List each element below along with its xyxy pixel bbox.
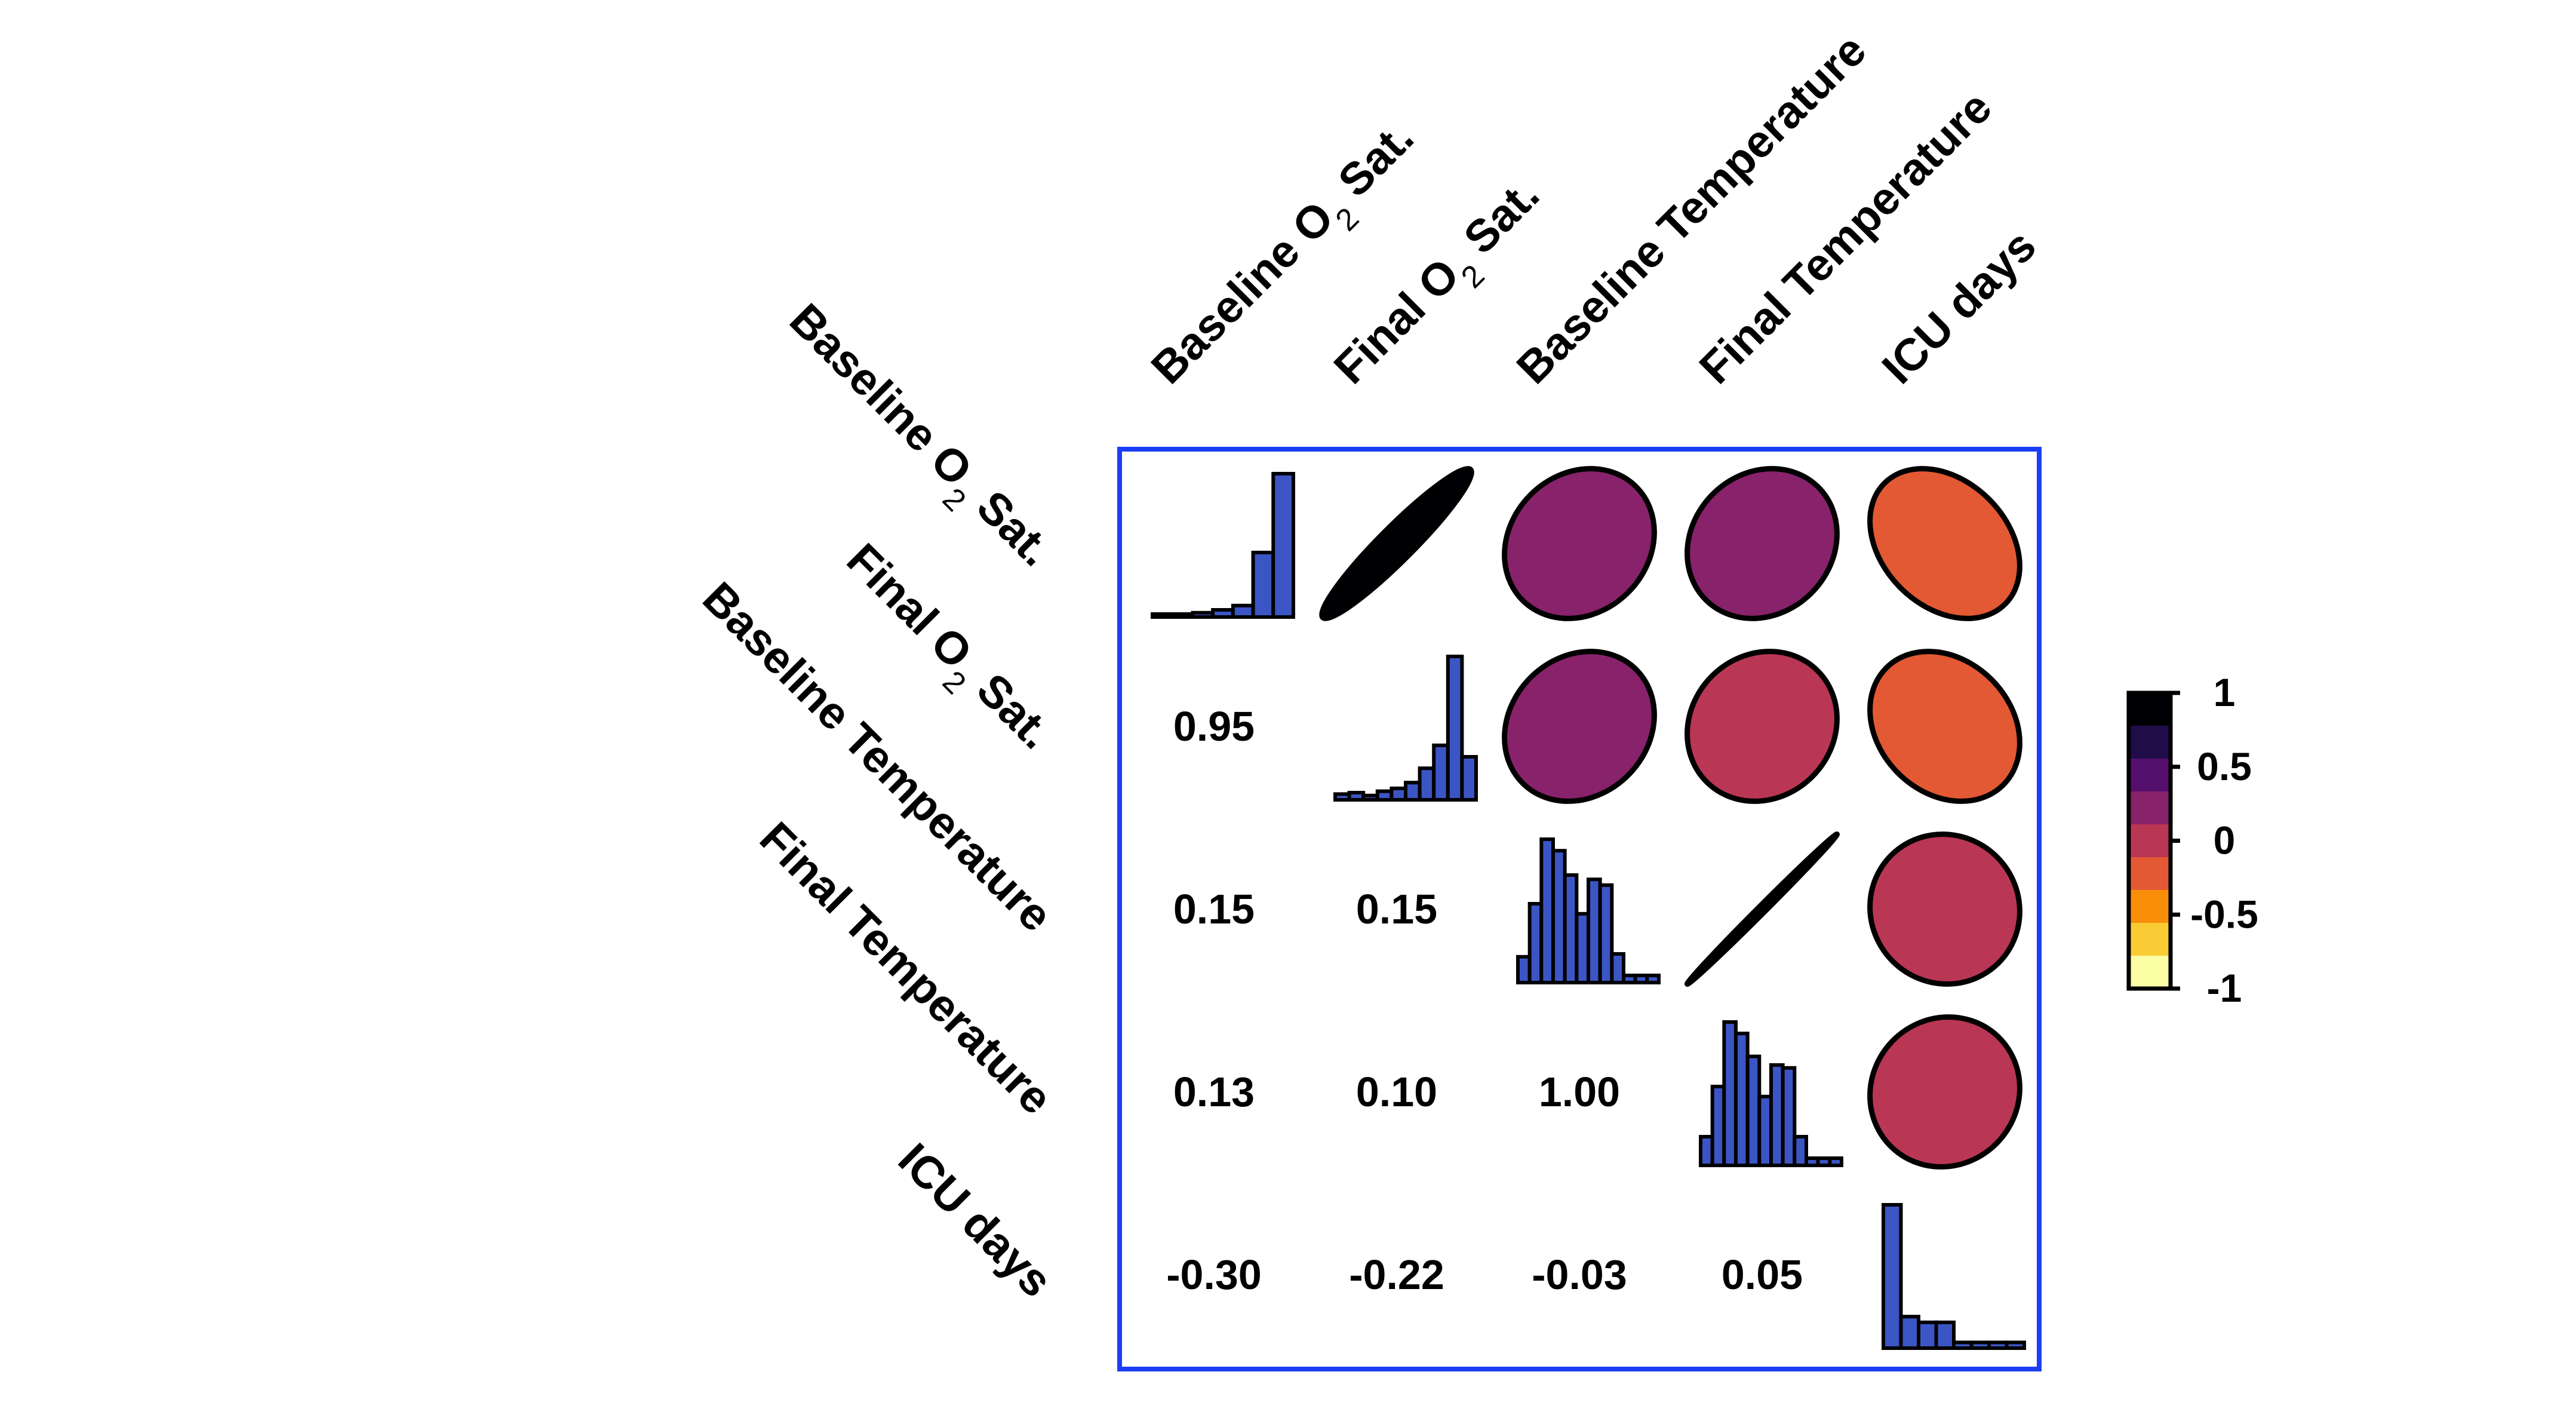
histogram-bar-3-8 [1793, 1135, 1808, 1167]
histogram-bar-4-1 [1899, 1315, 1920, 1350]
histogram-bar-0-3 [1211, 608, 1235, 619]
row-label-baseline-temperature: Baseline Temperature [693, 572, 1062, 941]
histogram-bar-0-4 [1231, 603, 1255, 619]
histogram-bar-1-4 [1390, 786, 1407, 802]
histogram-bar-4-6 [1987, 1340, 2009, 1350]
histogram-bar-1-0 [1333, 792, 1351, 802]
corr-value-r3-c2: 1.00 [1539, 1069, 1620, 1115]
corr-ellipse-r0-c1 [1319, 466, 1474, 621]
histogram-bar-2-8 [1610, 952, 1625, 984]
colorbar-tick-label-2: 0 [2214, 818, 2236, 863]
histogram-bar-0-6 [1271, 472, 1295, 619]
histogram-bar-4-5 [1969, 1340, 1991, 1350]
corr-value-r4-c1: -0.22 [1349, 1251, 1444, 1298]
colorbar-segment-1 [2129, 726, 2171, 759]
colorbar-segment-4 [2129, 824, 2171, 858]
histogram-bar-1-2 [1361, 793, 1379, 802]
histogram-bar-1-7 [1432, 743, 1450, 802]
corr-value-r3-c0: 0.13 [1173, 1069, 1255, 1115]
corr-ellipse-r1-c2 [1502, 649, 1657, 804]
row-label-baseline-o2-sat: Baseline O2 Sat. [770, 294, 1062, 586]
colorbar-tick-label-3: -0.5 [2190, 892, 2258, 936]
colorbar-tick-label-1: 0.5 [2197, 744, 2252, 788]
corr-value-r1-c0: 0.95 [1173, 703, 1255, 750]
colorbar-tick-label-4: -1 [2207, 966, 2242, 1010]
corr-value-r2-c0: 0.15 [1173, 886, 1255, 932]
histogram-bar-1-8 [1446, 655, 1464, 802]
colorbar-segment-8 [2129, 956, 2171, 989]
histogram-bar-4-3 [1934, 1320, 1956, 1351]
corr-ellipse-r2-c4 [1867, 831, 2022, 987]
histogram-bar-1-6 [1418, 766, 1436, 802]
histogram-bar-1-9 [1460, 755, 1478, 802]
histogram-bar-0-1 [1170, 612, 1195, 619]
corr-ellipse-r0-c3 [1684, 466, 1840, 621]
row-label-icu-days: ICU days [889, 1134, 1062, 1307]
histogram-bar-3-11 [1828, 1156, 1843, 1167]
colorbar-segment-5 [2129, 857, 2171, 891]
corr-ellipse-r2-c3 [1684, 831, 1840, 987]
histogram-bar-1-1 [1347, 791, 1366, 802]
corr-value-r4-c2: -0.03 [1532, 1251, 1627, 1298]
corr-value-r4-c3: 0.05 [1722, 1251, 1803, 1298]
histogram-bar-4-2 [1917, 1320, 1938, 1351]
histogram-bar-1-3 [1375, 789, 1394, 802]
corr-ellipse-r1-c3 [1684, 649, 1840, 804]
colorbar-segment-2 [2129, 759, 2171, 792]
column-label-baseline-temperature: Baseline Temperature [1507, 24, 1876, 394]
histogram-bar-0-2 [1191, 610, 1215, 619]
corr-value-r3-c1: 0.10 [1356, 1069, 1437, 1115]
histogram-bar-4-7 [2005, 1340, 2026, 1350]
corr-ellipse-r0-c4 [1867, 466, 2022, 621]
histogram-bar-0-5 [1251, 551, 1275, 619]
colorbar-segment-3 [2129, 791, 2171, 825]
corr-ellipse-r3-c4 [1867, 1014, 2022, 1170]
histogram-bar-4-4 [1952, 1340, 1974, 1350]
histogram-bar-2-7 [1598, 883, 1614, 985]
colorbar-tick-label-0: 1 [2214, 670, 2236, 714]
histogram-bar-0-0 [1151, 612, 1175, 619]
corr-ellipse-r0-c2 [1502, 466, 1657, 621]
histogram-bar-1-5 [1404, 781, 1422, 802]
matrix-frame [1117, 447, 2042, 1371]
colorbar-segment-6 [2129, 890, 2171, 923]
histogram-bar-3-7 [1781, 1066, 1797, 1168]
histogram-bar-4-0 [1882, 1203, 1903, 1350]
column-label-icu-days: ICU days [1873, 220, 2046, 394]
corr-ellipse-r1-c4 [1867, 649, 2022, 804]
colorbar-segment-0 [2129, 693, 2171, 726]
colorbar-segment-7 [2129, 923, 2171, 956]
histogram-bar-2-11 [1645, 974, 1661, 984]
corr-value-r4-c0: -0.30 [1166, 1251, 1262, 1298]
corr-value-r2-c1: 0.15 [1356, 886, 1437, 932]
